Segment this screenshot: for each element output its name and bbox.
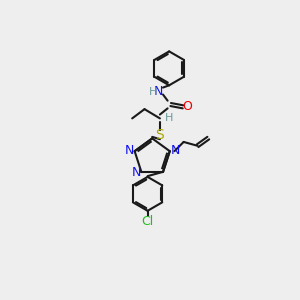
- Text: Cl: Cl: [142, 215, 154, 228]
- Text: N: N: [154, 85, 163, 98]
- Text: N: N: [124, 144, 134, 157]
- Text: O: O: [182, 100, 192, 113]
- Text: H: H: [149, 87, 157, 97]
- Text: H: H: [165, 112, 173, 123]
- Text: S: S: [155, 128, 164, 142]
- Text: N: N: [131, 166, 141, 179]
- Text: N: N: [170, 144, 180, 157]
